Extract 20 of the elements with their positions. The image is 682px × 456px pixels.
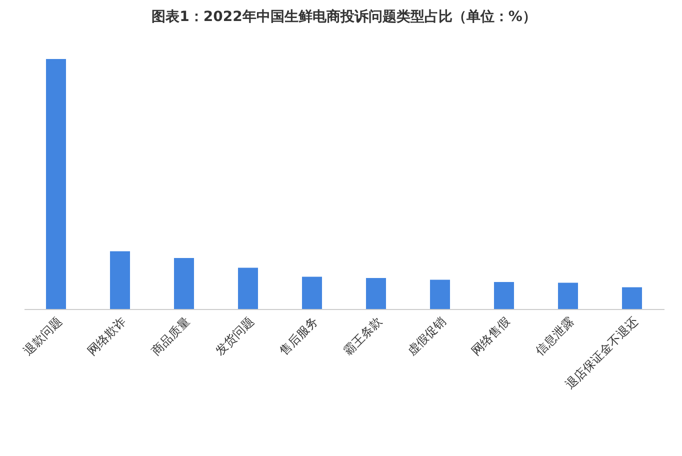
x-tick-label: 售后服务 xyxy=(276,314,320,358)
bar xyxy=(238,268,258,309)
chart-title: 图表1：2022年中国生鲜电商投诉问题类型占比（单位：%） xyxy=(152,8,536,25)
x-tick-label: 虚假促销 xyxy=(404,314,448,358)
x-tick-label: 商品质量 xyxy=(148,314,192,358)
bar xyxy=(174,258,194,309)
bar xyxy=(46,59,66,309)
x-tick-label: 网络欺诈 xyxy=(84,314,128,358)
bar xyxy=(622,287,642,309)
x-tick-label: 发货问题 xyxy=(212,314,256,358)
bar xyxy=(494,282,514,309)
x-tick-label: 退款问题 xyxy=(20,314,64,358)
x-tick-label: 信息泄露 xyxy=(532,314,576,358)
x-tick-label: 霸王条款 xyxy=(340,314,384,358)
bar xyxy=(366,278,386,309)
x-tick-label: 网络售假 xyxy=(468,314,512,358)
bar xyxy=(110,251,130,309)
bar xyxy=(558,282,578,309)
bar xyxy=(302,276,322,309)
bar xyxy=(430,280,450,309)
